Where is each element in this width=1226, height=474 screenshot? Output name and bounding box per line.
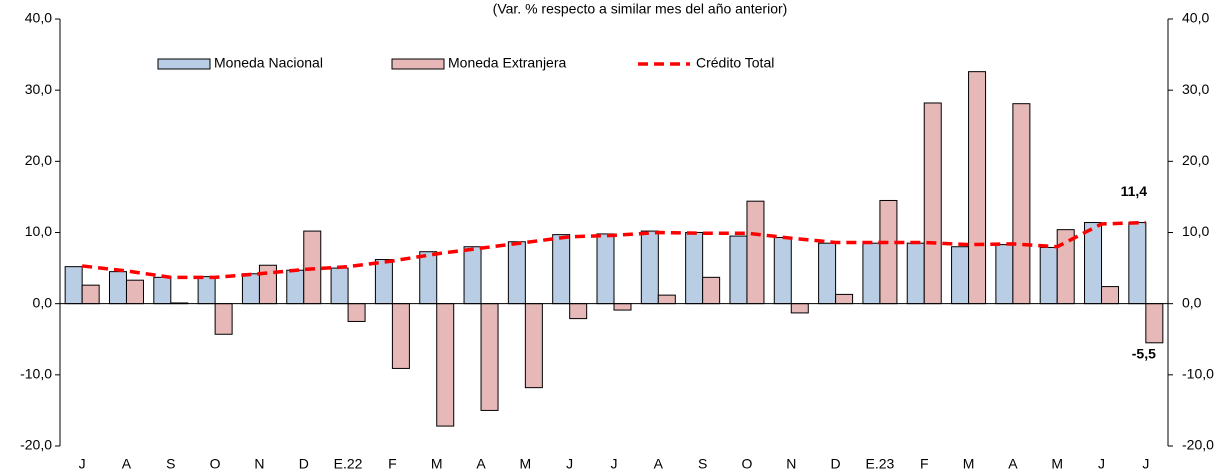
y2-tick-label: -10,0 <box>1182 366 1214 382</box>
legend-label: Crédito Total <box>696 55 774 71</box>
bar <box>330 267 349 305</box>
y2-tick-label: 20,0 <box>1182 152 1209 168</box>
legend-label: Moneda Nacional <box>214 55 323 71</box>
x-tick-label: D <box>299 456 309 472</box>
y-tick-label: -20,0 <box>20 437 52 453</box>
bar <box>1128 222 1147 305</box>
bar <box>507 241 526 305</box>
bar <box>125 279 144 305</box>
bar <box>596 233 615 305</box>
x-tick-label: J <box>79 456 86 472</box>
bar <box>773 236 792 305</box>
legend-swatch <box>391 58 445 70</box>
legend-label: Moneda Extranjera <box>448 55 567 71</box>
y2-tick-label: 10,0 <box>1182 223 1209 239</box>
bar <box>108 271 127 305</box>
bar <box>197 276 216 305</box>
bar <box>923 102 942 305</box>
y-tick-label: 10,0 <box>25 223 52 239</box>
bar <box>569 303 588 320</box>
y-tick-label: 0,0 <box>33 294 53 310</box>
bar <box>685 232 704 305</box>
y2-tick-label: 0,0 <box>1182 294 1202 310</box>
bar <box>214 303 233 335</box>
x-tick-label: A <box>654 456 664 472</box>
x-tick-label: O <box>210 456 221 472</box>
bar <box>862 242 881 305</box>
bar <box>347 303 366 322</box>
x-tick-label: M <box>963 456 975 472</box>
bar <box>463 246 482 305</box>
x-tick-label: M <box>520 456 532 472</box>
y2-tick-label: 40,0 <box>1182 10 1209 26</box>
bar <box>702 276 721 305</box>
x-tick-label: J <box>566 456 573 472</box>
line <box>81 220 1146 280</box>
bar <box>729 235 748 305</box>
bar <box>951 246 970 305</box>
x-tick-label: A <box>122 456 132 472</box>
bar <box>1145 303 1164 344</box>
x-tick-label: A <box>1008 456 1018 472</box>
bar <box>613 303 632 311</box>
bar <box>968 71 987 305</box>
y2-tick-label: 30,0 <box>1182 81 1209 97</box>
bar <box>419 251 438 305</box>
bar <box>286 269 305 305</box>
x-tick-label: E.22 <box>334 456 363 472</box>
bar <box>746 200 765 305</box>
x-tick-label: M <box>431 456 443 472</box>
y2-tick-label: -20,0 <box>1182 437 1214 453</box>
bar <box>790 303 809 314</box>
bar <box>391 303 410 369</box>
bar <box>241 273 260 305</box>
y-tick-label: -10,0 <box>20 366 52 382</box>
x-tick-label: J <box>1142 456 1149 472</box>
bar <box>1039 246 1058 305</box>
bar <box>524 303 543 389</box>
bar <box>906 242 925 305</box>
x-tick-label: D <box>831 456 841 472</box>
x-tick-label: E.23 <box>866 456 895 472</box>
x-tick-label: J <box>611 456 618 472</box>
data-label: -5,5 <box>1132 346 1156 362</box>
y-tick-label: 30,0 <box>25 81 52 97</box>
bar <box>657 294 676 305</box>
x-tick-label: F <box>920 456 929 472</box>
bar <box>640 230 659 305</box>
bar <box>81 284 100 305</box>
x-tick-label: M <box>1051 456 1063 472</box>
x-tick-label: O <box>742 456 753 472</box>
x-tick-label: S <box>698 456 707 472</box>
bar <box>835 293 854 305</box>
bar <box>1101 286 1120 305</box>
data-label: 11,4 <box>1121 183 1148 199</box>
bar <box>995 244 1014 305</box>
x-tick-label: A <box>476 456 486 472</box>
bar <box>153 276 172 305</box>
y-tick-label: 40,0 <box>25 10 52 26</box>
bar <box>552 234 571 305</box>
x-tick-label: N <box>786 456 796 472</box>
x-tick-label: S <box>166 456 175 472</box>
bar <box>64 266 83 305</box>
x-tick-label: N <box>254 456 264 472</box>
bar <box>436 303 455 427</box>
bar <box>1012 103 1031 305</box>
bar <box>374 259 393 305</box>
bar <box>480 303 499 411</box>
x-tick-label: J <box>1098 456 1105 472</box>
y-tick-label: 20,0 <box>25 152 52 168</box>
bar <box>879 199 898 305</box>
legend-swatch <box>157 58 211 70</box>
bar <box>818 242 837 305</box>
x-tick-label: F <box>388 456 397 472</box>
chart-subtitle: (Var. % respecto a similar mes del año a… <box>493 1 788 17</box>
bar <box>1084 222 1103 305</box>
